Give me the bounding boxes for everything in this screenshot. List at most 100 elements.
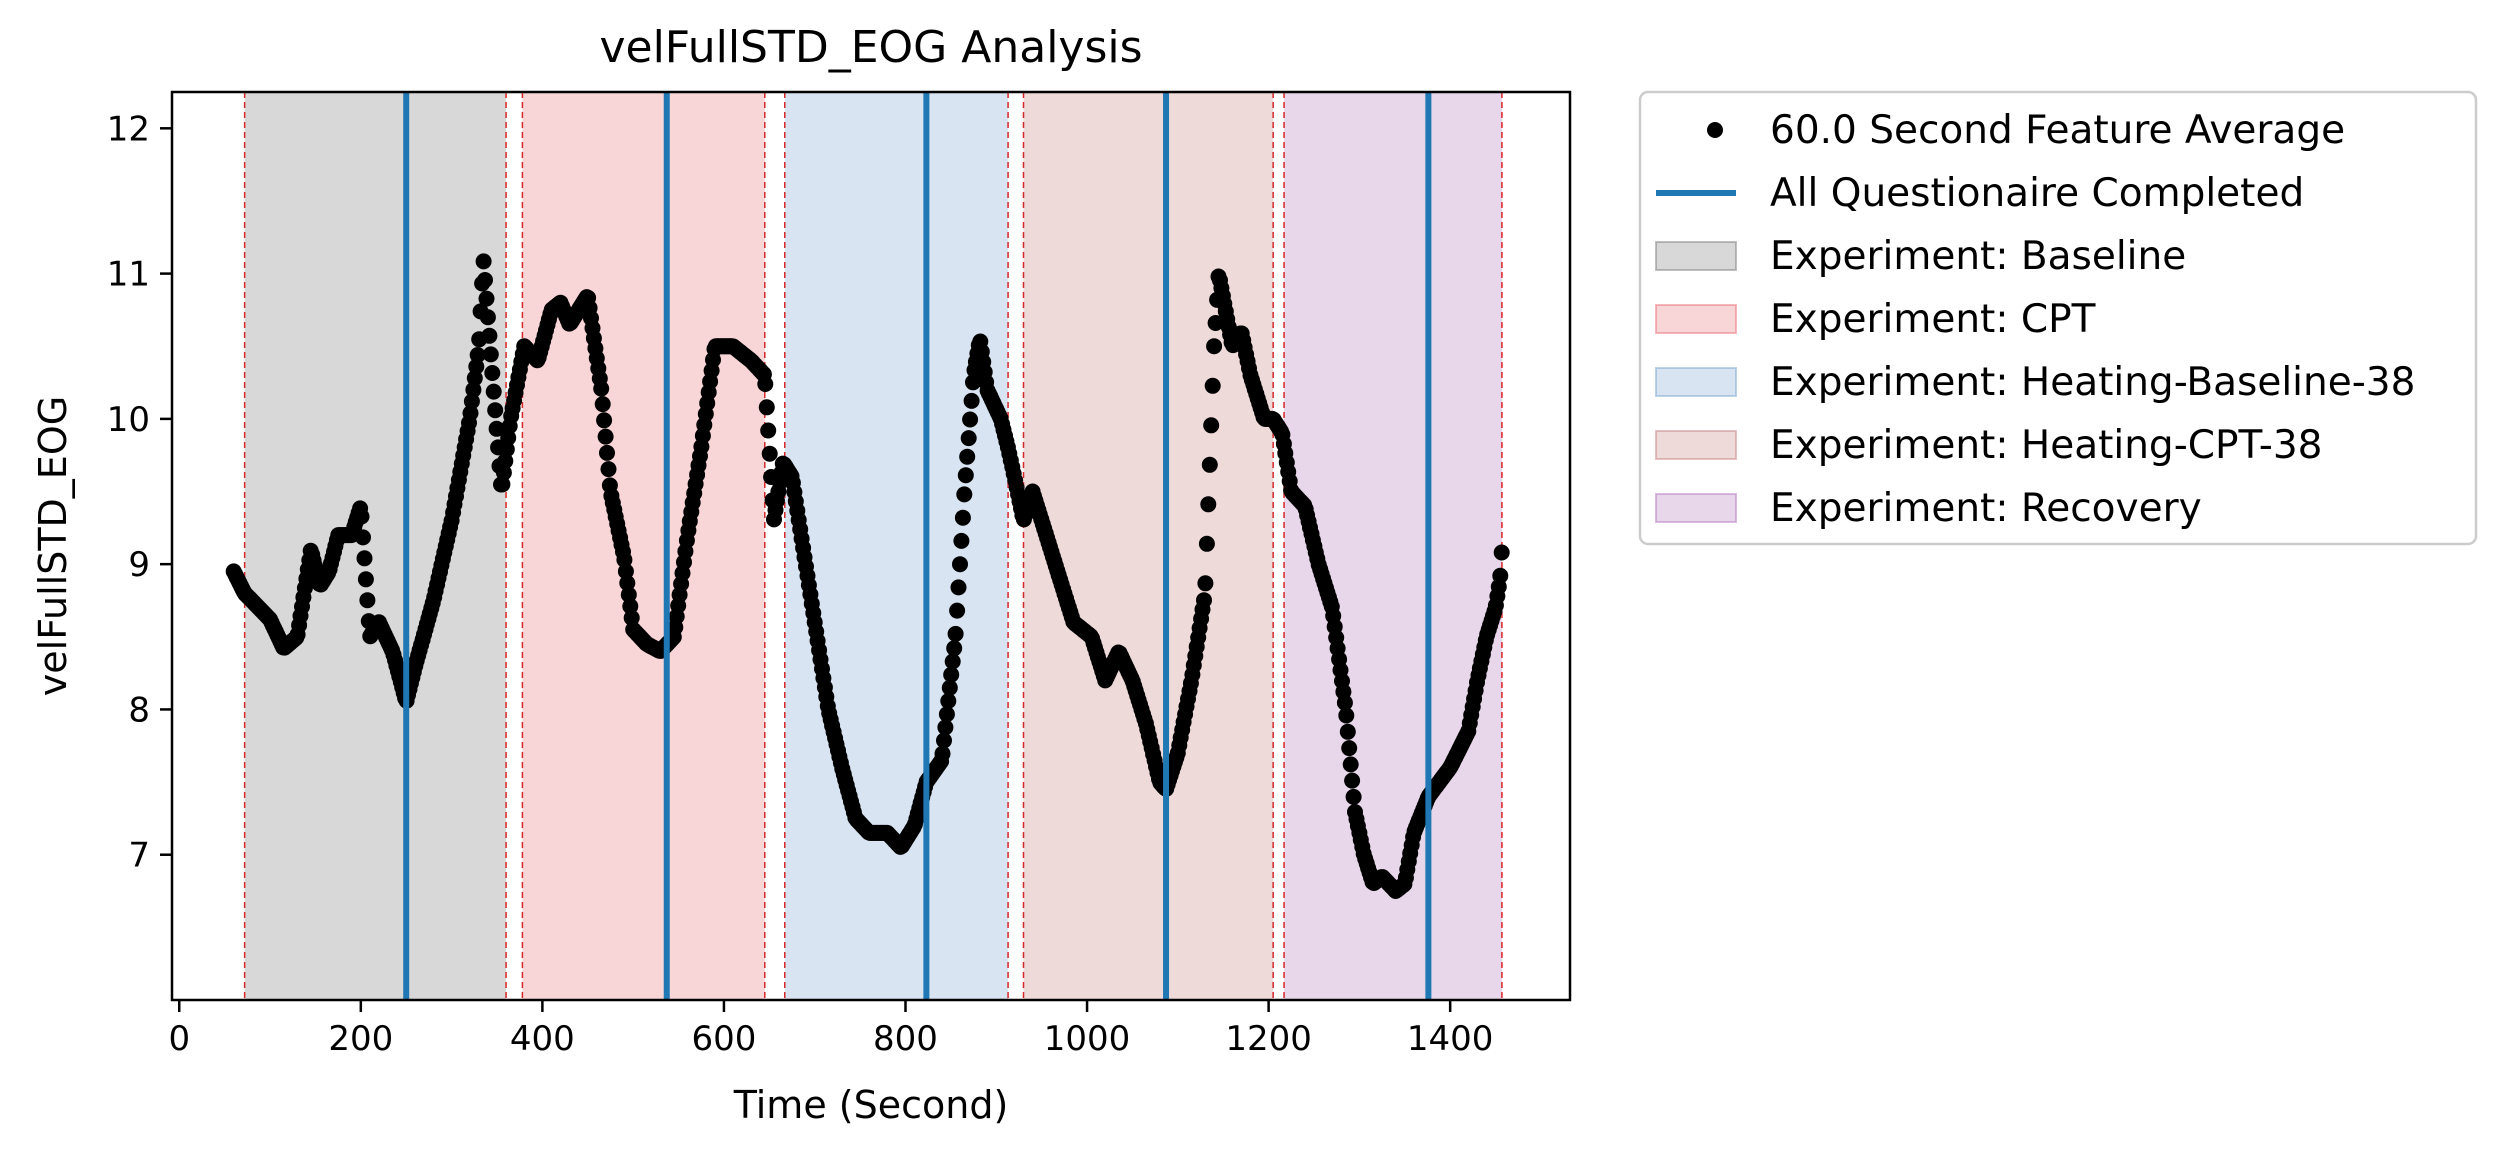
data-point [356, 550, 373, 567]
x-tick-label: 1400 [1407, 1019, 1494, 1059]
data-point [1200, 496, 1217, 513]
y-tick-label: 7 [128, 836, 150, 876]
data-point [468, 358, 485, 375]
data-point [940, 693, 957, 709]
data-point [938, 706, 955, 723]
data-point [1206, 338, 1223, 355]
y-tick-label: 10 [107, 400, 150, 440]
data-point [954, 509, 971, 526]
data-point [469, 347, 486, 363]
data-point [494, 476, 511, 493]
data-point [623, 609, 640, 626]
data-point [466, 370, 483, 387]
data-point [950, 579, 967, 596]
x-tick-label: 1000 [1044, 1019, 1131, 1059]
x-tick-label: 0 [168, 1019, 190, 1059]
data-point [760, 422, 777, 439]
legend-label: Experiment: Baseline [1770, 234, 2186, 279]
data-point [495, 464, 512, 481]
data-point [1198, 535, 1215, 552]
data-point [965, 374, 981, 391]
data-point [359, 592, 376, 609]
data-point [937, 719, 954, 736]
data-point [957, 467, 974, 484]
data-point [462, 405, 479, 422]
legend-patch [1655, 367, 1737, 397]
data-point [1336, 694, 1353, 711]
y-axis-label: velFullSTD_EOG [31, 396, 75, 696]
x-tick-label: 200 [328, 1019, 393, 1059]
legend-frame [1638, 90, 2478, 546]
data-point [487, 402, 504, 419]
data-point [1203, 417, 1220, 434]
data-point [1492, 567, 1509, 584]
data-point [944, 653, 961, 670]
data-point [488, 420, 505, 437]
data-point [597, 428, 614, 445]
y-tick-label: 12 [107, 109, 150, 149]
plot-frame [170, 90, 1572, 1002]
data-point [963, 392, 980, 409]
data-point [1345, 788, 1362, 805]
x-tick-label: 600 [691, 1019, 756, 1059]
data-point [593, 380, 610, 397]
legend: 60.0 Second Feature Average All Questiona… [1638, 90, 2478, 546]
x-axis-label: Time (Second) [733, 1083, 1009, 1127]
data-points [225, 253, 1510, 899]
data-point [596, 412, 613, 429]
legend-patch [1655, 241, 1737, 271]
data-point [1201, 456, 1218, 473]
y-tick-label: 8 [128, 690, 150, 730]
y-axis: 7 8 9 10 11 12 [107, 109, 172, 876]
data-point [758, 399, 775, 416]
chart-title: velFullSTD_EOG Analysis [599, 22, 1142, 73]
data-point [1341, 740, 1358, 757]
data-point [357, 571, 374, 588]
data-point [1342, 756, 1359, 773]
data-point [1196, 592, 1212, 609]
data-point [619, 575, 636, 591]
data-point [500, 429, 517, 446]
x-tick-label: 800 [873, 1019, 938, 1059]
data-point [956, 486, 973, 503]
data-point [953, 532, 970, 549]
data-point [617, 563, 634, 580]
data-point [1344, 772, 1361, 789]
legend-label: Experiment: Heating-CPT-38 [1770, 423, 2322, 468]
legend-marker [1707, 122, 1723, 138]
legend-label: Experiment: Recovery [1770, 486, 2202, 531]
data-point [465, 381, 482, 398]
data-point [620, 586, 637, 603]
data-point [478, 290, 495, 307]
data-point [1493, 544, 1510, 561]
region-3 [784, 92, 1009, 1000]
data-point [949, 602, 966, 619]
data-point [600, 461, 617, 478]
data-point [479, 309, 496, 326]
data-point [594, 396, 611, 413]
data-point [947, 625, 964, 642]
data-point [599, 444, 615, 461]
data-point [761, 445, 778, 462]
data-point [498, 441, 515, 458]
data-point [1197, 575, 1214, 592]
data-point [960, 430, 977, 447]
data-point [1339, 723, 1356, 740]
experiment-regions [244, 92, 1502, 1000]
data-point [936, 732, 952, 749]
data-point [959, 448, 976, 465]
data-point [934, 745, 951, 762]
data-point [355, 529, 371, 546]
data-point [497, 453, 514, 469]
region-2 [522, 92, 765, 1000]
legend-label: Experiment: Heating-Baseline-38 [1770, 360, 2415, 405]
data-point [463, 393, 480, 410]
data-point [952, 556, 968, 573]
data-point [477, 272, 493, 288]
region-4 [1023, 92, 1274, 1000]
region-1 [244, 92, 507, 1000]
data-point [616, 551, 633, 568]
data-point [946, 640, 963, 657]
data-point [1338, 707, 1355, 724]
